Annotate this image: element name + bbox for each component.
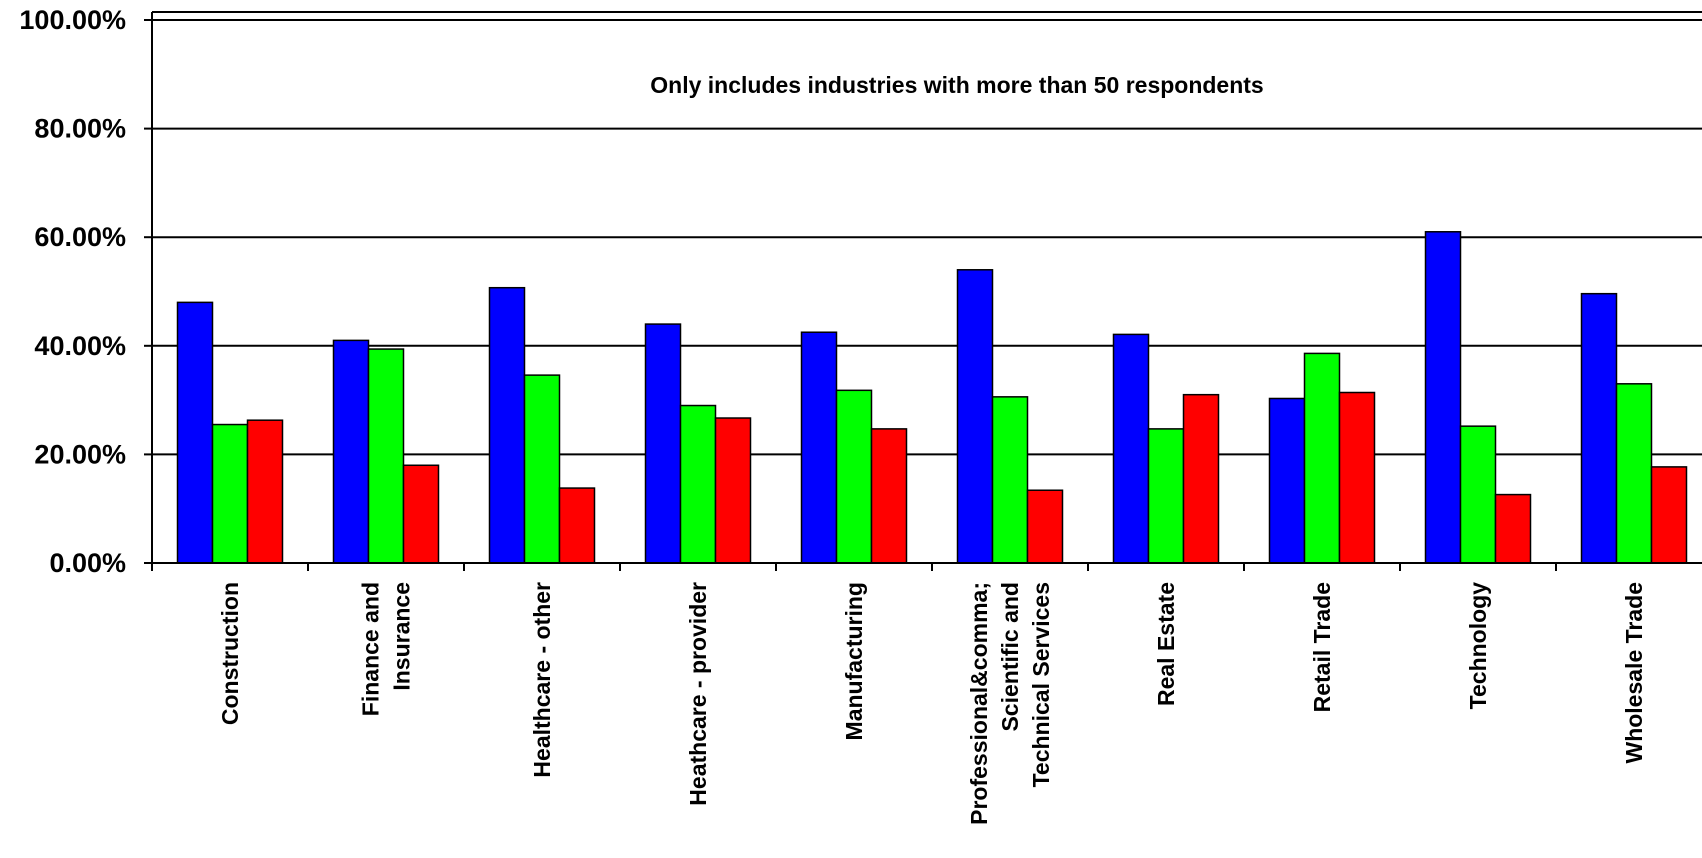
bar (1459, 425, 1497, 564)
bar (1424, 231, 1462, 564)
bar (1147, 428, 1185, 564)
x-tick-label-line: Retail Trade (1309, 582, 1335, 712)
bar (367, 348, 405, 564)
x-tick-label: Manufacturing (841, 582, 867, 740)
bar (714, 417, 752, 564)
bar (644, 323, 682, 564)
bar (1494, 493, 1532, 564)
bar (956, 269, 994, 564)
x-tick-label-line: Professional&comma; (966, 582, 992, 825)
x-tick-label-line: Wholesale Trade (1621, 582, 1647, 764)
x-tick-label-line: Technology (1465, 582, 1491, 710)
bar (1112, 333, 1150, 564)
bar (1580, 292, 1618, 564)
bar (246, 419, 284, 564)
bar (332, 339, 370, 564)
x-tick-label-line: Insurance (389, 582, 415, 691)
bar (1268, 397, 1306, 564)
y-tick-label: 80.00% (34, 114, 126, 144)
bar (835, 389, 873, 564)
x-tick-label: Finance and Insurance (358, 582, 415, 716)
x-tick-label: Real Estate (1153, 582, 1179, 706)
x-tick-label-line: Construction (217, 582, 243, 725)
x-tick-label: Technology (1465, 582, 1491, 710)
y-tick-label: 60.00% (34, 222, 126, 252)
x-tick-label-line: Technical Services (1028, 582, 1054, 787)
bar (523, 374, 561, 564)
x-tick-label: Healthcare - other (529, 582, 555, 778)
bar (800, 331, 838, 564)
bar (211, 423, 249, 564)
x-tick-labels: Construction Finance and Insurance Healthca… (217, 582, 1647, 825)
y-tick-label: 0.00% (49, 548, 126, 578)
bar (1615, 383, 1653, 564)
bar (679, 404, 717, 564)
bar (1303, 352, 1341, 564)
bar (991, 396, 1029, 564)
bar (1182, 393, 1220, 564)
bar (488, 286, 526, 564)
bar (558, 487, 596, 564)
x-tick-label-line: Scientific and (997, 582, 1023, 732)
x-tick-label: Construction (217, 582, 243, 725)
y-tick-label: 40.00% (34, 331, 126, 361)
y-tick-labels: 0.00% 20.00% 40.00% 60.00% 80.00% 100.00% (19, 5, 126, 578)
x-tick-label-line: Manufacturing (841, 582, 867, 740)
bar (870, 428, 908, 564)
x-tick-label: Professional&comma; Scientific and Technic… (966, 582, 1054, 825)
x-tick-label-line: Real Estate (1153, 582, 1179, 706)
x-tick-label-line: Finance and (358, 582, 384, 716)
bar (1026, 489, 1064, 564)
x-tick-label-line: Heathcare - provider (685, 582, 711, 806)
x-tick-label: Wholesale Trade (1621, 582, 1647, 764)
x-tick-label: Heathcare - provider (685, 582, 711, 806)
y-tick-label: 100.00% (19, 5, 126, 35)
bar (1338, 391, 1376, 564)
bar (1650, 466, 1688, 564)
bar (402, 464, 440, 564)
x-tick-label: Retail Trade (1309, 582, 1335, 712)
bar (176, 301, 214, 564)
axes (144, 12, 1702, 571)
y-tick-label: 20.00% (34, 439, 126, 469)
chart-annotation: Only includes industries with more than … (650, 72, 1263, 98)
x-tick-label-line: Healthcare - other (529, 582, 555, 778)
